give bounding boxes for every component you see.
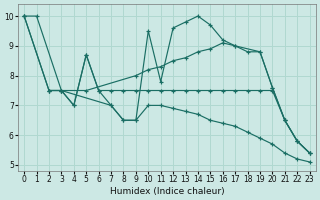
X-axis label: Humidex (Indice chaleur): Humidex (Indice chaleur) xyxy=(109,187,224,196)
